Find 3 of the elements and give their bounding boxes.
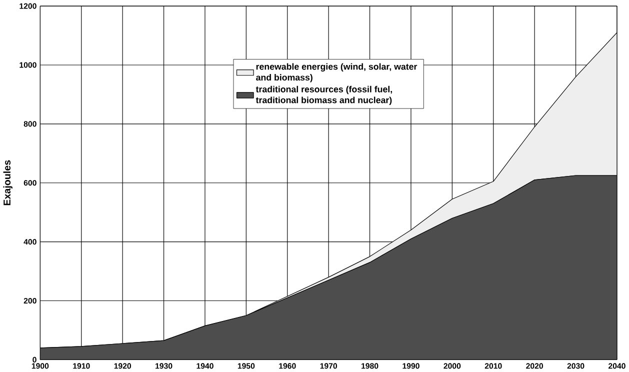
y-axis-title: Exajoules	[3, 160, 12, 206]
legend-label: renewable energies (wind, solar, water and biomass)	[256, 63, 418, 82]
legend-label: traditional resources (fossil fuel, traditional biomass and nuclear)	[256, 86, 392, 105]
